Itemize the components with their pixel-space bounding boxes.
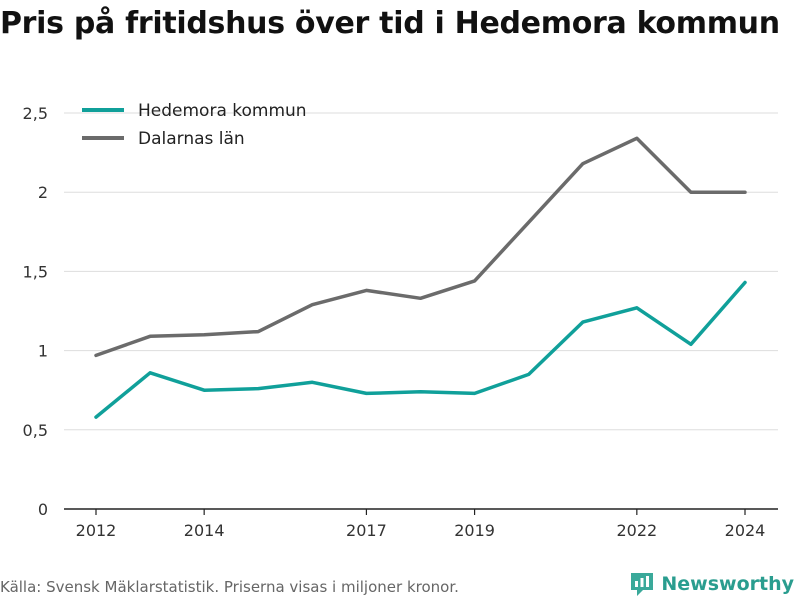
x-tick-label: 2019	[454, 521, 495, 540]
x-axis-ticks: 2012 2014 2017 2019 2022 2024	[76, 509, 766, 540]
series-lines	[94, 136, 747, 419]
brand-name: Newsworthy	[661, 573, 794, 595]
y-tick-label: 0,5	[23, 421, 48, 440]
y-tick-label: 2,5	[23, 104, 48, 123]
y-tick-label: 1	[38, 342, 48, 361]
x-tick-label: 2012	[76, 521, 117, 540]
x-tick-label: 2022	[616, 521, 657, 540]
chart-title: Pris på fritidshus över tid i Hedemora k…	[0, 6, 780, 41]
newsworthy-logo[interactable]: Newsworthy	[629, 570, 794, 598]
newsworthy-icon	[631, 573, 654, 596]
dalarna-line	[94, 136, 747, 358]
x-tick-label: 2014	[184, 521, 225, 540]
y-axis-ticks: 0 0,5 1 1,5 2 2,5	[23, 104, 48, 519]
y-tick-label: 1,5	[23, 262, 48, 281]
x-tick-label: 2017	[346, 521, 387, 540]
x-tick-label: 2024	[725, 521, 766, 540]
y-tick-label: 2	[38, 183, 48, 202]
legend-label: Dalarnas län	[138, 129, 245, 149]
y-tick-label: 0	[38, 500, 48, 519]
legend-label: Hedemora kommun	[138, 101, 307, 121]
grid-lines	[64, 112, 778, 510]
source-note: Källa: Svensk Mäklarstatistik. Priserna …	[0, 578, 459, 596]
legend: Hedemora kommun Dalarnas län	[82, 101, 307, 149]
hedemora-line	[94, 280, 747, 419]
